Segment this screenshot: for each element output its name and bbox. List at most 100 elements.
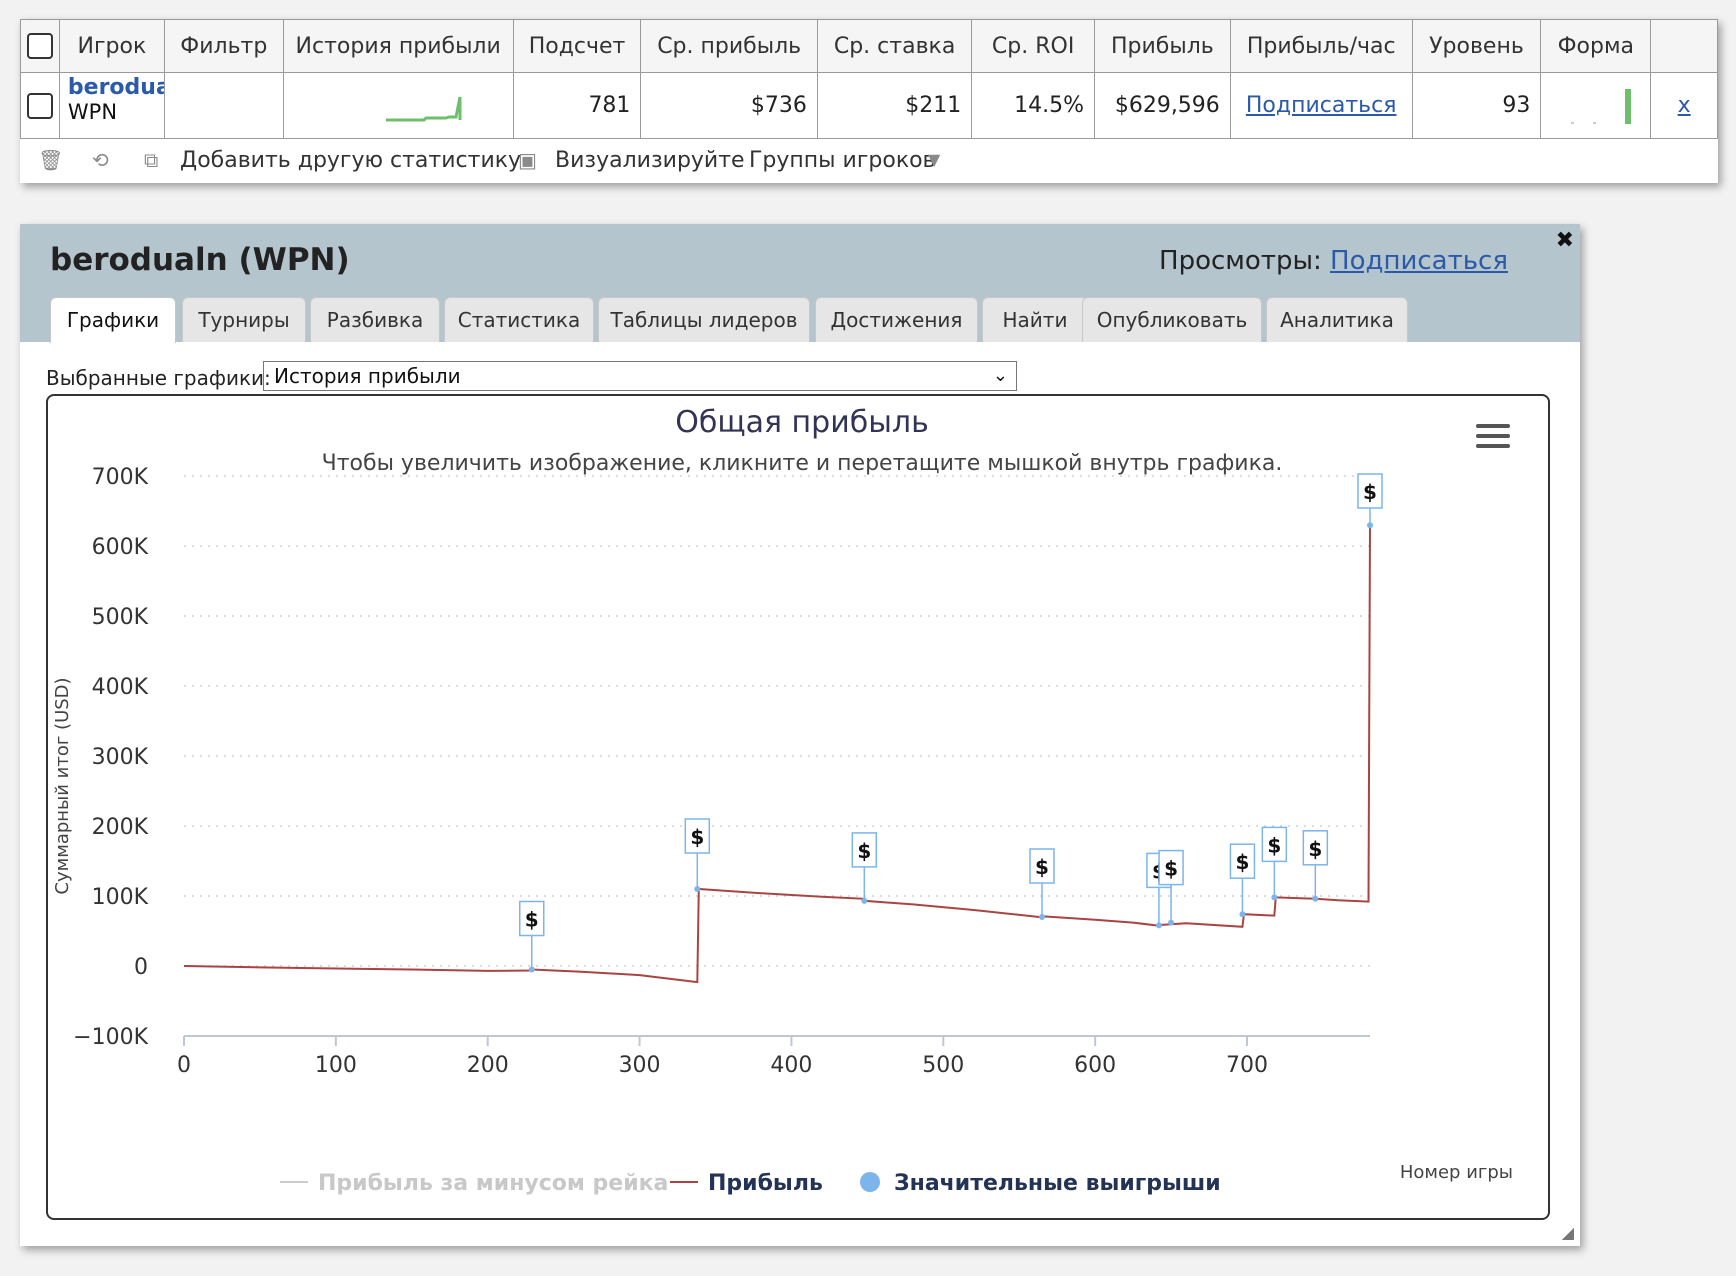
select-all-checkbox[interactable] (26, 33, 53, 59)
col-header-profit-per-hour[interactable]: Прибыль/час (1229, 19, 1413, 73)
flag-label: $ (857, 839, 871, 863)
col-header-avg-stake[interactable]: Ср. ставка (816, 19, 973, 73)
avg-stake-cell: $211 (816, 72, 973, 139)
form-cell (1540, 72, 1652, 139)
x-tick-label: 0 (177, 1053, 191, 1078)
col-header-avg-roi[interactable]: Ср. ROI (971, 19, 1095, 73)
big-win-flag[interactable]: $ (519, 900, 545, 973)
chart-container[interactable]: Общая прибыль Чтобы увеличить изображени… (46, 394, 1550, 1220)
col-header-count[interactable]: Подсчет (512, 19, 642, 73)
big-win-flag[interactable]: $ (851, 832, 878, 904)
col-header-profit-history[interactable]: История прибыли (282, 19, 514, 73)
close-icon[interactable]: ✖ (1555, 228, 1574, 253)
chart-menu-icon[interactable] (1476, 424, 1510, 448)
views-label: Просмотры: (1159, 246, 1322, 276)
x-tick-label: 500 (922, 1053, 964, 1078)
chart-series (183, 525, 1371, 984)
tab-breakdown[interactable]: Разбивка (310, 297, 440, 342)
big-win-flag[interactable]: $ (1357, 473, 1383, 529)
player-network: WPN (67, 100, 118, 124)
chart-legend[interactable]: Прибыль за минусом рейка Прибыль Значитель… (280, 1171, 1221, 1196)
chart-select[interactable]: История прибыли ⌄ (263, 361, 1017, 391)
profit-cell: $629,596 (1093, 72, 1231, 139)
y-tick-label: 0 (134, 955, 148, 980)
stats-toolbar: 🗑 ⟲ ⧉ Добавить другую статистику ▣ Визуа… (20, 144, 1718, 182)
big-win-flag[interactable]: $ (1229, 843, 1256, 918)
x-tick-label: 200 (467, 1053, 509, 1078)
big-win-flag[interactable]: $ (684, 818, 711, 892)
big-win-flag[interactable]: $ (1158, 849, 1184, 926)
tab-tournaments[interactable]: Турниры (182, 297, 306, 342)
chart-select-value: История прибыли (274, 364, 461, 388)
big-win-flag[interactable]: $ (1029, 848, 1055, 920)
legend-label: Прибыль (708, 1171, 823, 1196)
tab-charts[interactable]: Графики (50, 297, 176, 343)
caret-down-icon[interactable]: ▼ (928, 150, 941, 169)
flag-box (684, 818, 711, 854)
big-win-point (861, 897, 868, 904)
y-tick-label: −100K (73, 1025, 148, 1050)
legend-label: Значительные выигрыши (894, 1171, 1221, 1196)
profit-per-hour-cell: Подписаться (1229, 72, 1413, 139)
tab-find[interactable]: Найти (982, 297, 1088, 342)
x-tick-label: 100 (315, 1053, 357, 1078)
col-header-profit[interactable]: Прибыль (1093, 19, 1231, 73)
resize-handle-icon[interactable]: ◢ (1561, 1223, 1574, 1242)
flag-label: $ (1267, 833, 1281, 857)
remove-player-link[interactable]: x (1677, 93, 1691, 118)
avg-profit-cell: $736 (640, 72, 818, 139)
flag-box (1158, 849, 1184, 886)
x-axis-ticks: 0 100 200 300 400 500 600 700 (177, 1036, 1268, 1078)
profit-line (183, 525, 1371, 984)
tab-analytics[interactable]: Аналитика (1266, 297, 1408, 342)
views-subscribe-link[interactable]: Подписаться (1330, 246, 1508, 276)
table-row: berodualn WPN 781 $736 $211 14.5% $629,5… (20, 72, 1718, 139)
tab-publish[interactable]: Опубликовать (1082, 297, 1262, 342)
image-icon: ▣ (518, 148, 537, 172)
col-header-filter[interactable]: Фильтр (163, 19, 284, 73)
flag-label: $ (525, 908, 539, 932)
big-win-flag[interactable]: $ (1302, 830, 1329, 902)
legend-item-2[interactable]: Значительные выигрыши (860, 1171, 1221, 1196)
y-tick-label: 700K (92, 465, 149, 490)
profit-history-sparkline (385, 96, 462, 122)
flag-label: $ (1035, 855, 1049, 879)
remove-cell: x (1650, 72, 1718, 139)
row-checkbox[interactable] (26, 92, 53, 119)
avg-roi-cell: 14.5% (971, 72, 1095, 139)
x-tick-label: 300 (619, 1053, 661, 1078)
filter-cell (163, 72, 284, 139)
profit-chart[interactable]: Общая прибыль Чтобы увеличить изображени… (48, 396, 1548, 1218)
flag-box (1302, 830, 1329, 866)
player-stats-table: Игрок Фильтр История прибыли Подсчет Ср.… (20, 19, 1718, 139)
tab-leaderboards[interactable]: Таблицы лидеров (598, 297, 810, 342)
player-cell: berodualn WPN (58, 72, 165, 139)
flag-label: $ (1363, 480, 1377, 504)
row-select-cell (20, 72, 60, 139)
col-header-form[interactable]: Форма (1540, 19, 1652, 73)
add-stats-button[interactable]: Добавить другую статистику (180, 148, 522, 173)
legend-item-1[interactable]: Прибыль (670, 1171, 823, 1196)
big-win-flags[interactable]: $$$$$$$$$$ (519, 473, 1383, 973)
y-axis-ticks: −100K 0 100K 200K 300K 400K 500K 600K 700K (73, 465, 148, 1050)
player-name-link[interactable]: berodualn (67, 75, 164, 100)
level-cell: 93 (1411, 72, 1542, 139)
col-header-level[interactable]: Уровень (1411, 19, 1542, 73)
col-header-avg-profit[interactable]: Ср. прибыль (640, 19, 818, 73)
add-window-icon: ⧉ (144, 148, 159, 172)
subscribe-link[interactable]: Подписаться (1245, 93, 1397, 118)
refresh-icon[interactable]: ⟲ (92, 148, 109, 172)
big-win-flag[interactable]: $ (1261, 826, 1288, 901)
col-header-player[interactable]: Игрок (58, 19, 165, 73)
trash-icon[interactable]: 🗑 (38, 148, 64, 172)
flag-box (1261, 826, 1288, 863)
tab-statistics[interactable]: Статистика (444, 297, 594, 342)
legend-item-0[interactable]: Прибыль за минусом рейка (280, 1171, 668, 1196)
tab-achievements[interactable]: Достижения (815, 297, 978, 342)
player-groups-dropdown[interactable]: Группы игроков (749, 148, 936, 173)
big-win-point (1367, 522, 1373, 529)
x-tick-label: 700 (1226, 1053, 1268, 1078)
visualize-button[interactable]: Визуализируйте (555, 148, 745, 173)
flag-box (519, 900, 545, 937)
select-all-cell (20, 19, 60, 73)
